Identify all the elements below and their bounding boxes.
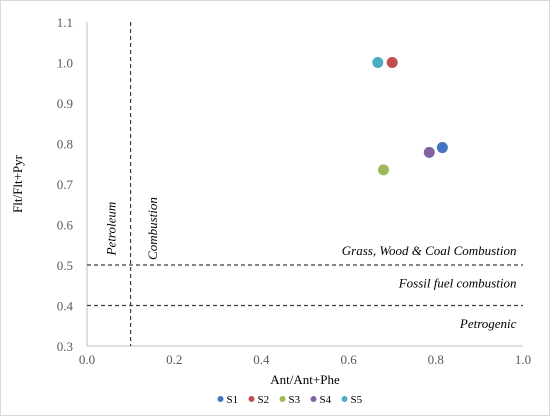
x-tick-label: 0.0 [79, 352, 95, 367]
legend-marker-s2 [248, 396, 255, 402]
region-label: Fossil fuel combustion [398, 275, 517, 290]
legend-label: S2 [258, 394, 270, 406]
reference-lines [87, 22, 523, 346]
data-point-s3 [377, 164, 389, 176]
data-point-s5 [372, 57, 384, 68]
data-points [372, 57, 448, 176]
region-label: Grass, Wood & Coal Combustion [342, 243, 517, 258]
region-label: Petrogenic [459, 316, 517, 331]
y-tick-labels: 0.3 0.4 0.5 0.6 0.7 0.8 0.9 1.0 1.1 [57, 15, 74, 354]
legend-marker-s4 [310, 396, 317, 402]
legend-label: S1 [227, 394, 239, 406]
axes [86, 22, 523, 347]
y-tick-label: 0.8 [57, 137, 73, 152]
y-tick-label: 0.5 [57, 258, 73, 273]
annotations: Petroleum Combustion Grass, Wood & Coal Co… [103, 197, 516, 331]
x-tick-labels: 0.0 0.2 0.4 0.6 0.8 1.0 [79, 352, 531, 367]
region-label: Petroleum [103, 202, 118, 257]
y-tick-label: 1.1 [57, 15, 73, 30]
y-tick-label: 0.9 [57, 96, 73, 111]
legend-label: S4 [320, 394, 332, 406]
data-point-s2 [386, 57, 398, 68]
data-point-s1 [436, 142, 448, 154]
legend-label: S5 [351, 394, 363, 406]
x-axis-title: Ant/Ant+Phe [270, 372, 340, 387]
x-tick-label: 0.8 [428, 352, 444, 367]
legend: S1 S2 S3 S4 S5 [217, 394, 363, 406]
x-tick-label: 0.4 [253, 352, 270, 367]
legend-marker-s5 [341, 396, 348, 402]
y-tick-label: 0.6 [57, 218, 74, 233]
x-tick-label: 1.0 [515, 352, 531, 367]
y-tick-label: 0.7 [57, 177, 74, 192]
data-point-s4 [423, 146, 435, 158]
region-label: Combustion [145, 197, 160, 260]
y-tick-label: 0.3 [57, 339, 73, 354]
x-tick-label: 0.2 [166, 352, 182, 367]
x-tick-label: 0.6 [340, 352, 357, 367]
y-tick-label: 0.4 [57, 299, 74, 314]
legend-label: S3 [289, 394, 301, 406]
y-axis-title: Flt/Flt+Pyr [10, 154, 25, 213]
y-tick-label: 1.0 [57, 56, 73, 71]
legend-marker-s1 [217, 396, 224, 402]
legend-marker-s3 [279, 396, 286, 402]
